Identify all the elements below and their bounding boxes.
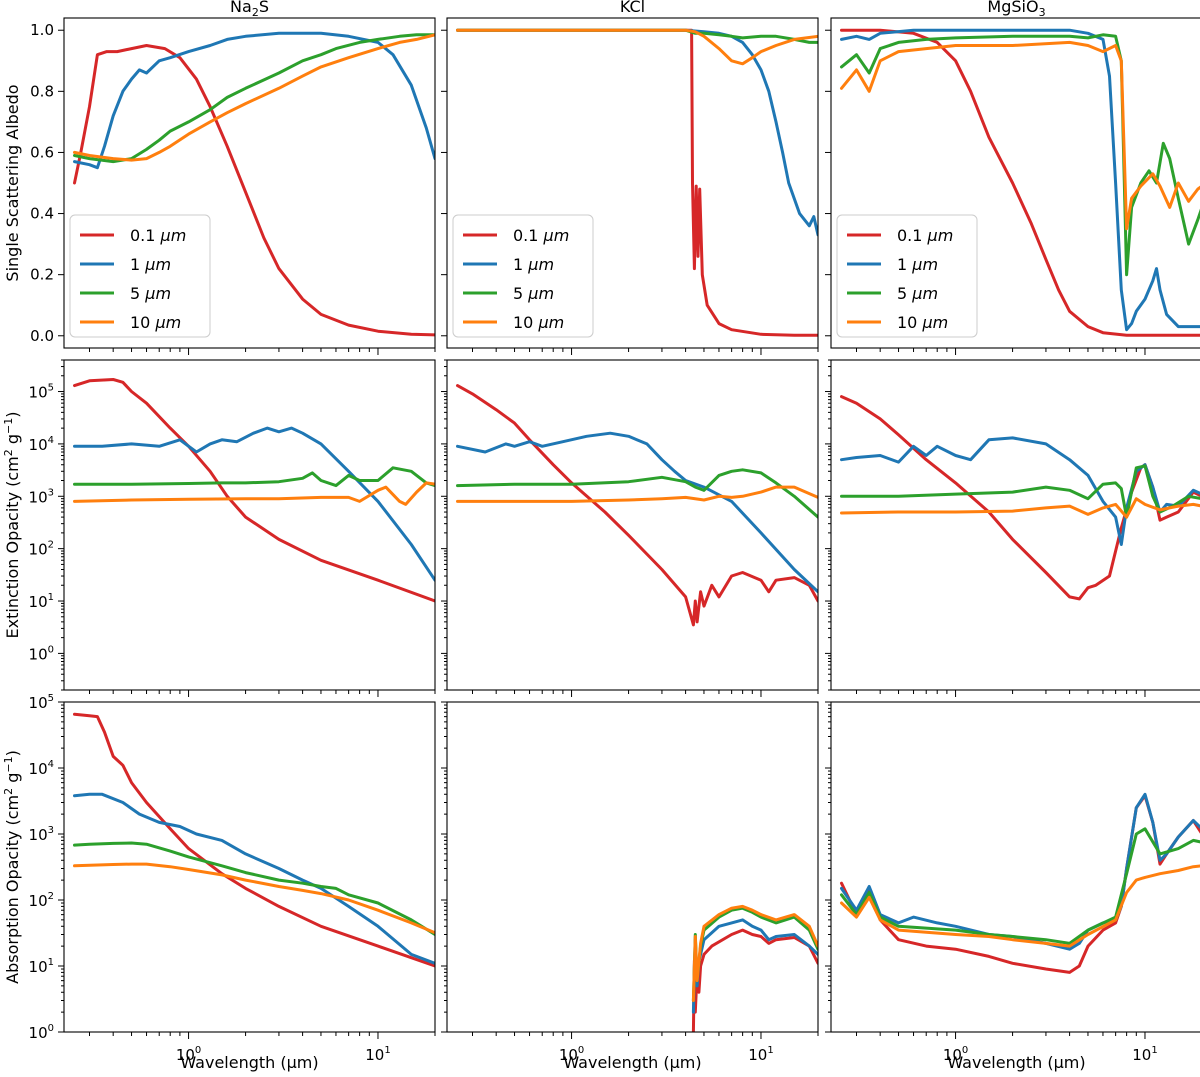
y-tick-label: 103 [29,825,54,844]
panel: 0.1 μm 1 μm 5 μm 10 μm [825,17,1200,355]
y-tick-label: 100 [29,1023,54,1042]
y-tick-label: 101 [29,592,54,611]
legend-label: 10 μm [130,313,181,332]
panel: 100 101 [441,701,819,1064]
series-line [73,33,435,164]
y-tick-label: 105 [29,383,54,402]
series-line [73,33,435,162]
y-tick-label: 103 [29,487,54,506]
y-tick-label: 104 [29,435,54,454]
y-tick-label: 0.2 [30,266,54,284]
axes-frame [63,17,436,349]
column-title: MgSiO3 [987,0,1045,19]
y-axis-label: Extinction Opacity (cm2 g−1) [2,412,22,639]
legend: 0.1 μm 1 μm 5 μm 10 μm [452,214,594,338]
y-axis-label: Absorption Opacity (cm2 g−1) [2,750,22,984]
y-tick-label: 0.8 [30,82,54,100]
series-line [456,28,818,66]
series-line [840,794,1200,974]
y-tick-label: 105 [29,693,54,712]
axes-frame [830,17,1200,349]
axes-frame [63,359,436,691]
y-axis-label: Single Scattering Albedo [3,84,22,281]
series-line [73,426,435,582]
series-line [456,28,818,237]
series-line [73,466,435,488]
legend: 0.1 μm 1 μm 5 μm 10 μm [69,214,211,338]
y-tick-label: 102 [29,891,54,910]
legend: 0.1 μm 1 μm 5 μm 10 μm [836,214,978,338]
series-line [840,33,1200,277]
series-line [456,468,818,519]
x-tick-label: 100 [559,1045,584,1064]
panel: 100 101 [825,701,1200,1064]
x-axis-label: Wavelength (μm) [180,1053,318,1072]
legend-label: 10 μm [897,313,948,332]
series-line [691,906,818,1002]
y-tick-label: 1.0 [30,21,54,39]
x-axis-label: Wavelength (μm) [563,1053,701,1072]
legend-label: 5 μm [513,284,554,303]
column-title: Na2S [230,0,269,19]
panel [825,359,1200,697]
series-line [691,928,818,1032]
panel: 100 101 102 103 104 105 [29,359,436,697]
series-line [456,485,818,503]
x-tick-label: 101 [365,1045,390,1064]
axes-frame [830,701,1200,1033]
legend-label: 1 μm [897,255,938,274]
panel: 100 101 100 101 102 103 104 105 [29,693,436,1064]
series-line [840,28,1200,332]
series-line [840,497,1200,519]
series-line [456,384,818,627]
y-tick-label: 0.0 [30,327,54,345]
legend-label: 0.1 μm [130,226,186,245]
legend-label: 5 μm [897,284,938,303]
axes-frame [446,359,819,691]
series-line [73,44,435,337]
x-tick-label: 101 [748,1045,773,1064]
panel [441,359,819,697]
series-line [456,431,818,594]
series-line [73,841,435,936]
series-line [691,918,818,1014]
y-tick-label: 0.4 [30,205,54,223]
legend-label: 1 μm [130,255,171,274]
series-line [73,712,435,968]
legend-label: 0.1 μm [897,226,953,245]
y-tick-label: 101 [29,957,54,976]
axes-frame [830,359,1200,691]
panel: 0.1 μm 1 μm 5 μm 10 μm [441,17,819,355]
legend-label: 0.1 μm [513,226,569,245]
series-line [456,28,818,44]
series-line [691,904,818,1002]
y-tick-label: 0.6 [30,143,54,161]
legend-label: 10 μm [513,313,564,332]
panel: 0.0 0.2 0.4 0.6 0.8 1.0 0.1 μm 1 μm 5 μm 10 μm [30,17,436,355]
x-tick-label: 101 [1132,1045,1157,1064]
y-tick-label: 104 [29,759,54,778]
x-tick-label: 100 [943,1045,968,1064]
legend-label: 5 μm [130,284,171,303]
axes-frame [446,701,819,1033]
series-line [73,792,435,965]
series-line [840,28,1200,337]
axes-frame [63,701,436,1033]
y-tick-label: 100 [29,644,54,663]
series-line [73,481,435,506]
legend-label: 1 μm [513,255,554,274]
axes-frame [446,17,819,349]
series-line [840,864,1200,948]
x-axis-label: Wavelength (μm) [947,1053,1085,1072]
column-title: KCl [620,0,645,16]
series-line [840,395,1200,601]
series-line [840,464,1200,519]
x-tick-label: 100 [176,1045,201,1064]
y-tick-label: 102 [29,540,54,559]
series-line [840,827,1200,945]
series-line [840,40,1200,231]
series-line [73,862,435,935]
